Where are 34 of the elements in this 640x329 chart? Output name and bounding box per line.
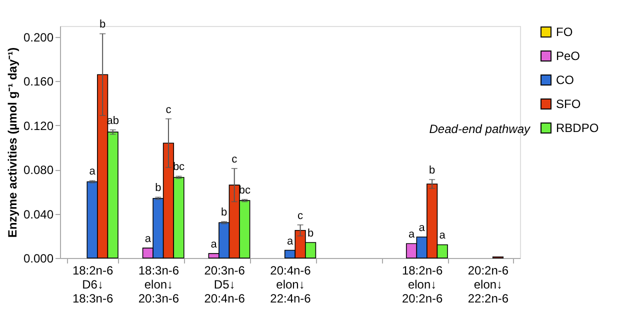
y-axis-title: Enzyme activities (µmol g⁻¹ day⁻¹) [5,47,20,238]
legend-label: FO [556,25,573,39]
annotation: b [308,228,314,240]
x-tick-label: 20:3n-6 D5↓ 20:4n-6 [204,264,246,306]
annotation: a [418,222,426,234]
legend-label: SFO [556,97,581,111]
annotation: b [221,206,228,219]
y-tick-label: 0.160 [23,74,54,89]
annotation: a [210,238,218,251]
annotation: a [89,166,96,178]
y-tick-label: 0.080 [23,163,54,178]
legend-label: PeO [556,49,580,63]
annotation: b [100,18,106,31]
annotation: c [232,154,238,166]
y-tick-label: 0.200 [23,30,54,45]
x-tick-label: 18:3n-6 elon↓ 20:3n-6 [138,264,180,306]
annotation: a [408,228,416,241]
annotation: a [439,230,446,242]
x-tick-label: 20:2n-6 elon↓ 22:2n-6 [468,264,509,306]
annotation: a [286,235,294,248]
legend-label: CO [556,73,574,87]
annotation: a [144,233,152,246]
y-tick-label: 0.000 [23,252,54,266]
annotation: Dead-end pathway [429,122,531,136]
annotation: b [429,164,436,177]
annotation: b [155,182,162,194]
x-tick-label: 20:4n-6 elon↓ 22:4n-6 [270,264,312,306]
annotation: c [166,104,172,116]
x-tick-label: 18:2n-6 elon↓ 20:2n-6 [402,264,443,306]
y-tick-label: 0.040 [23,207,54,222]
x-tick-label: 18:2n-6 D6↓ 18:3n-6 [72,264,114,306]
legend-label: RBDPO [556,121,599,135]
annotation: c [298,210,304,222]
y-tick-label: 0.120 [23,118,54,133]
